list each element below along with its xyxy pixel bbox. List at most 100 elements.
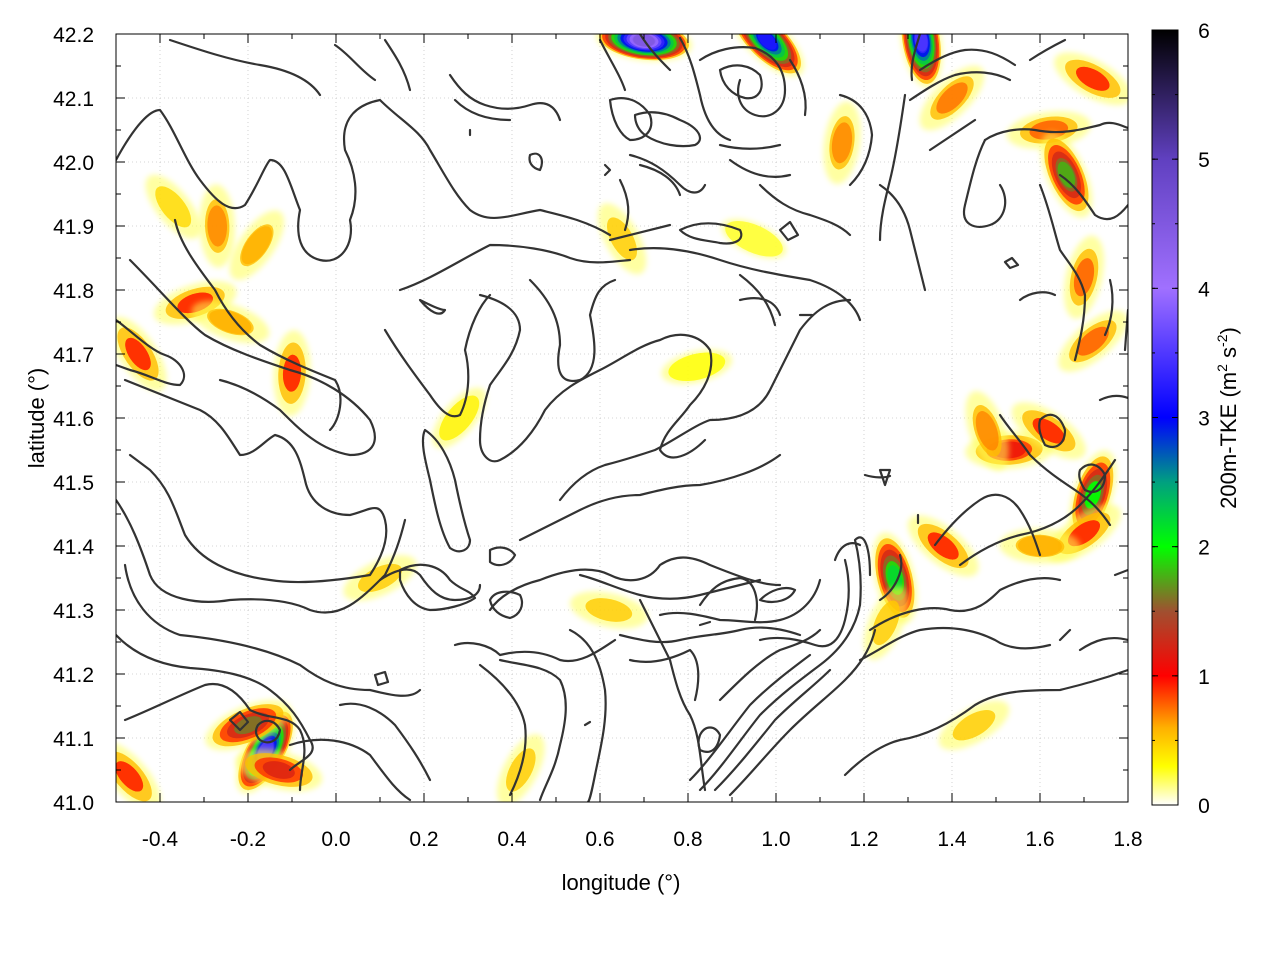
contour-line <box>758 586 797 604</box>
contour-line <box>698 576 758 622</box>
contour-line <box>868 576 1062 632</box>
y-tick-label: 41.3 <box>53 600 94 623</box>
contour-line <box>618 626 802 644</box>
contour-line <box>558 298 852 502</box>
contour-line <box>718 628 822 702</box>
contour-line <box>228 710 250 732</box>
contour-line <box>488 556 782 612</box>
contour-line <box>1058 173 1128 221</box>
contour-line <box>738 297 782 317</box>
contour-line <box>878 93 907 242</box>
x-tick-label: -0.2 <box>230 828 266 851</box>
tke-hotspot <box>432 387 487 449</box>
contour-line <box>528 278 617 383</box>
colorbar-title: 200m-TKE (m2 s-2) <box>1214 327 1241 509</box>
contour-line <box>698 536 872 792</box>
contour-line <box>116 98 612 262</box>
contour-line <box>173 218 342 432</box>
contour-line <box>998 413 1112 527</box>
tke-hotspot <box>1063 235 1105 319</box>
tke-level-2 <box>1073 258 1095 297</box>
contour-line <box>1038 183 1087 362</box>
contour-line <box>658 578 822 624</box>
contour-line <box>168 38 322 97</box>
tke-hotspot <box>343 555 417 601</box>
contour-line <box>383 38 412 92</box>
contour-line <box>1038 413 1067 448</box>
contour-line <box>618 178 630 232</box>
tke-hotspot <box>1040 132 1093 218</box>
y-tick-label: 41.9 <box>53 216 94 239</box>
tke-level-3 <box>116 761 144 792</box>
contour-line <box>628 648 700 702</box>
y-tick-label: 42.1 <box>53 88 94 111</box>
y-tick-label: 42.2 <box>53 24 94 47</box>
contour-line <box>398 243 632 292</box>
x-tick-label: 1.4 <box>937 828 967 851</box>
y-tick-label: 42.0 <box>53 152 94 175</box>
y-tick-label: 41.1 <box>53 728 94 751</box>
colorbar: 0 1 2 3 4 5 6 200m-TKE (m2 s-2) <box>1151 20 1241 818</box>
contour-line <box>778 220 800 242</box>
y-axis: 41.0 41.1 41.2 41.3 41.4 41.5 41.6 41.7 41.8 41.9… <box>53 24 1128 815</box>
contour-line <box>421 428 472 553</box>
contour-line <box>718 64 763 100</box>
colorbar-tick-label: 5 <box>1198 149 1210 172</box>
contour-line <box>418 298 447 315</box>
contour-line <box>758 183 852 237</box>
contour-line <box>628 246 862 322</box>
tke-hotspot <box>907 515 979 577</box>
y-axis-title: latitude (°) <box>24 368 49 469</box>
tke-hotspot <box>823 101 861 185</box>
y-tick-label: 41.5 <box>53 472 94 495</box>
contour-line <box>488 546 517 567</box>
tke-hotspot <box>919 65 985 131</box>
contour-line <box>958 458 1117 567</box>
contour-line <box>688 653 812 782</box>
tke-hotspot <box>116 316 167 392</box>
contour-line <box>608 223 672 242</box>
x-axis-title: longitude (°) <box>562 870 681 895</box>
contour-line <box>758 558 850 648</box>
tke-hotspot <box>1054 52 1128 106</box>
tke-level-1 <box>155 186 192 228</box>
tke-level-1 <box>357 563 403 593</box>
contour-line <box>728 158 792 178</box>
tke-level-2 <box>207 205 228 247</box>
tke-level-1 <box>952 709 996 741</box>
contour-line <box>333 43 377 82</box>
contour-line <box>123 378 388 584</box>
tke-hotspot <box>965 391 1009 471</box>
contour-line <box>1018 291 1057 302</box>
contour-line <box>713 668 832 792</box>
y-tick-label: 41.4 <box>53 536 94 559</box>
contour-line <box>678 222 743 245</box>
y-tick-label: 41.2 <box>53 664 94 687</box>
tke-level-3 <box>262 761 295 779</box>
x-tick-label: 1.2 <box>849 828 878 851</box>
contour-line <box>518 453 782 542</box>
tke-hotspot <box>229 210 285 280</box>
tke-level-2 <box>1018 535 1062 557</box>
contour-line <box>1078 636 1128 652</box>
contour-line <box>478 663 527 797</box>
contour-line <box>628 153 707 194</box>
tke-hotspot <box>145 174 201 239</box>
contour-line <box>568 628 607 802</box>
contour-line <box>398 563 477 612</box>
contour-line <box>123 682 306 792</box>
tke-level-5 <box>1057 161 1076 188</box>
tke-hotspot <box>116 741 161 802</box>
contour-line <box>638 34 672 72</box>
contour-line <box>478 293 713 463</box>
contour-line <box>697 726 722 753</box>
contour-line <box>878 553 903 602</box>
tke-level-2 <box>241 226 272 265</box>
tke-hotspot <box>1006 111 1091 149</box>
contour-line <box>633 111 702 148</box>
tke-level-2 <box>831 122 853 164</box>
contour-line <box>638 163 682 197</box>
x-tick-label: 0.8 <box>673 828 702 851</box>
y-tick-label: 41.0 <box>53 792 94 815</box>
